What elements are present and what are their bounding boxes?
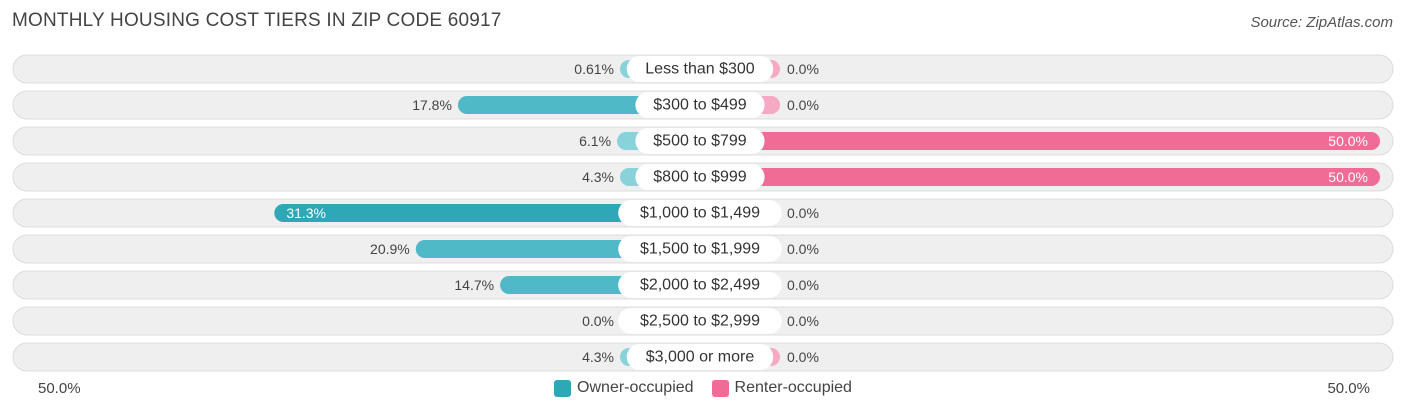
category-label: $3,000 or more — [646, 349, 755, 366]
category-label: $800 to $999 — [653, 169, 747, 186]
chart-title: MONTHLY HOUSING COST TIERS IN ZIP CODE 6… — [12, 10, 502, 31]
legend-owner-swatch — [554, 379, 572, 397]
category-pill — [618, 236, 782, 262]
category-label: $500 to $799 — [653, 133, 747, 150]
owner-value-label: 31.3% — [286, 205, 326, 221]
category-pill — [635, 92, 765, 118]
axis-left-label: 50.0% — [38, 380, 81, 397]
category-pill — [618, 272, 782, 298]
category-pill — [618, 308, 782, 334]
category-label: $1,500 to $1,999 — [640, 241, 760, 258]
owner-bar — [274, 204, 700, 222]
renter-value-label: 0.0% — [787, 97, 819, 113]
category-label: Less than $300 — [645, 61, 755, 78]
renter-value-label: 0.0% — [787, 205, 819, 221]
category-label: $2,500 to $2,999 — [640, 313, 760, 330]
axis-right-label: 50.0% — [1327, 380, 1370, 397]
category-label: $2,000 to $2,499 — [640, 277, 760, 294]
category-pill — [626, 56, 774, 82]
diverging-bar-chart: 0.61% 0.0% Less than $300 17.8% 0.0% $300 to … — [12, 54, 1394, 372]
renter-value-label: 50.0% — [1328, 133, 1368, 149]
category-pill — [626, 344, 774, 370]
renter-value-label: 0.0% — [787, 277, 819, 293]
category-label: $300 to $499 — [653, 97, 747, 114]
category-pill — [635, 164, 765, 190]
owner-value-label: 0.61% — [574, 61, 614, 77]
renter-value-label: 0.0% — [787, 349, 819, 365]
legend-renter: Renter-occupied — [711, 379, 852, 397]
category-pill — [618, 200, 782, 226]
renter-value-label: 0.0% — [787, 241, 819, 257]
owner-value-label: 17.8% — [412, 97, 452, 113]
legend-renter-swatch — [711, 379, 729, 397]
owner-value-label: 0.0% — [582, 313, 614, 329]
owner-value-label: 14.7% — [454, 277, 494, 293]
renter-value-label: 50.0% — [1328, 169, 1368, 185]
owner-value-label: 6.1% — [579, 133, 611, 149]
category-label: $1,000 to $1,499 — [640, 205, 760, 222]
owner-value-label: 4.3% — [582, 349, 614, 365]
renter-bar — [700, 168, 1380, 186]
legend-renter-label: Renter-occupied — [734, 379, 852, 396]
owner-value-label: 20.9% — [370, 241, 410, 257]
renter-value-label: 0.0% — [787, 61, 819, 77]
legend-owner: Owner-occupied — [554, 379, 694, 397]
renter-bar — [700, 132, 1380, 150]
renter-value-label: 0.0% — [787, 313, 819, 329]
category-pill — [635, 128, 765, 154]
legend-owner-label: Owner-occupied — [577, 379, 694, 396]
owner-value-label: 4.3% — [582, 169, 614, 185]
chart-source: Source: ZipAtlas.com — [1250, 14, 1393, 31]
legend: Owner-occupied Renter-occupied — [0, 379, 1406, 397]
